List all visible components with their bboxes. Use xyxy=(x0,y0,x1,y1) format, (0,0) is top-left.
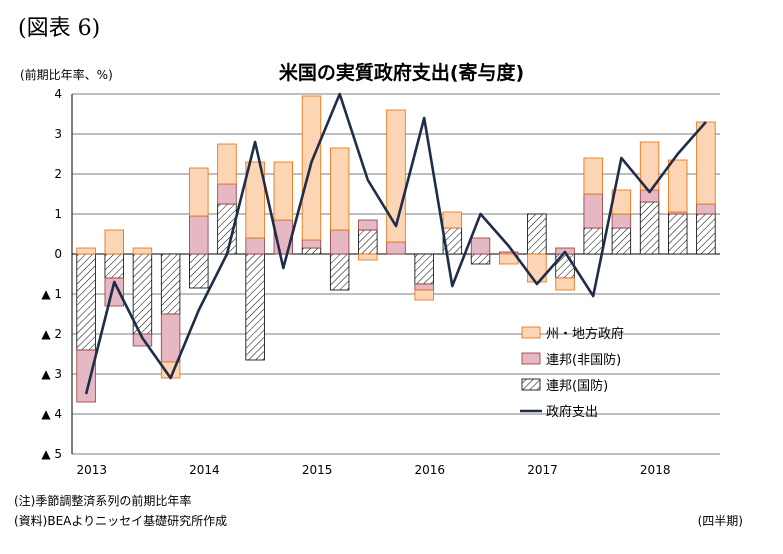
y-tick-label: ▲ 4 xyxy=(41,407,62,421)
bar-federal-defense xyxy=(639,201,660,255)
bar-state-local xyxy=(583,157,603,195)
bar-federal-nondefense xyxy=(470,237,491,255)
x-tick-label: 2013 xyxy=(76,463,107,477)
period-label: (四半期) xyxy=(697,514,743,528)
y-tick-label: ▲ 5 xyxy=(41,447,62,461)
y-tick-label: 1 xyxy=(54,207,62,221)
bar-state-local xyxy=(358,253,378,261)
bar-state-local xyxy=(668,159,688,213)
y-tick-label: 3 xyxy=(54,127,62,141)
legend-label: 連邦(国防) xyxy=(546,378,608,394)
bar-state-local xyxy=(245,161,265,239)
total-line-series xyxy=(84,92,707,395)
bar-federal-nondefense xyxy=(414,283,434,291)
chart-title: 米国の実質政府支出(寄与度) xyxy=(278,62,525,84)
bar-federal-defense xyxy=(414,253,434,285)
bar-federal-defense xyxy=(470,253,491,265)
y-tick-label: ▲ 1 xyxy=(41,287,62,301)
y-tick-label: 0 xyxy=(54,247,62,261)
legend-label: 政府支出 xyxy=(546,405,598,420)
bar-federal-defense xyxy=(301,247,322,255)
bar-federal-nondefense xyxy=(189,215,209,255)
bar-federal-nondefense xyxy=(160,313,181,363)
bar-federal-defense xyxy=(245,253,265,361)
y-tick-label: 4 xyxy=(54,87,62,101)
legend-label: 連邦(非国防) xyxy=(546,352,621,368)
bar-state-local xyxy=(301,95,322,241)
bar-federal-nondefense xyxy=(611,213,632,229)
bar-federal-defense xyxy=(189,253,209,289)
bar-federal-nondefense xyxy=(358,219,378,231)
bar-federal-nondefense xyxy=(696,203,716,215)
bar-federal-defense xyxy=(104,253,124,279)
bar-state-local xyxy=(217,143,237,185)
bar-federal-nondefense xyxy=(329,229,350,255)
bar-state-local xyxy=(76,247,96,255)
y-tick-label: ▲ 2 xyxy=(41,327,62,341)
bar-federal-defense xyxy=(668,213,688,255)
y-tick-label: ▲ 3 xyxy=(41,367,62,381)
bar-federal-nondefense xyxy=(583,193,603,229)
y-tick-label: 2 xyxy=(54,167,62,181)
bar-federal-defense xyxy=(611,227,632,255)
bar-state-local xyxy=(104,229,124,255)
bar-state-local xyxy=(442,211,463,229)
bar-federal-defense xyxy=(696,213,716,255)
x-tick-label: 2014 xyxy=(189,463,220,477)
figure-label: (図表 6) xyxy=(18,16,101,41)
x-tick-label: 2016 xyxy=(415,463,446,477)
bar-state-local xyxy=(273,161,294,221)
bar-federal-nondefense xyxy=(386,241,406,255)
bar-federal-defense xyxy=(132,253,153,335)
legend-swatch xyxy=(521,352,541,365)
bar-federal-defense xyxy=(583,227,603,255)
bar-federal-nondefense xyxy=(76,349,96,403)
bar-federal-defense xyxy=(160,253,181,315)
bar-state-local xyxy=(132,247,153,255)
y-axis-unit-label: (前期比年率、%) xyxy=(20,68,113,82)
bar-state-local xyxy=(555,277,575,291)
bar-state-local xyxy=(189,167,209,217)
bar-state-local xyxy=(414,289,434,301)
bar-federal-defense xyxy=(329,253,350,291)
footnote: (注)季節調整済系列の前期比年率 xyxy=(14,494,192,508)
bar-federal-defense xyxy=(358,229,378,255)
bar-federal-nondefense xyxy=(245,237,265,255)
bar-federal-defense xyxy=(527,213,547,255)
bar-federal-defense xyxy=(76,253,96,351)
bar-state-local xyxy=(696,121,716,205)
legend-swatch xyxy=(521,326,541,339)
bar-federal-nondefense xyxy=(217,183,237,205)
bar-state-local xyxy=(329,147,350,231)
legend-swatch xyxy=(521,378,541,391)
legend-label: 州・地方政府 xyxy=(546,326,624,342)
source-note: (資料)BEAよりニッセイ基礎研究所作成 xyxy=(14,514,228,528)
bar-federal-nondefense xyxy=(301,239,322,249)
x-tick-label: 2015 xyxy=(302,463,333,477)
bars xyxy=(76,95,716,403)
x-tick-label: 2017 xyxy=(527,463,558,477)
x-tick-label: 2018 xyxy=(640,463,671,477)
axes: 4 3 2 1 0 ▲ 1 ▲ 2 ▲ 3 ▲ 4 ▲ 5 2013 2014 2015 2016 2017… xyxy=(41,87,670,477)
